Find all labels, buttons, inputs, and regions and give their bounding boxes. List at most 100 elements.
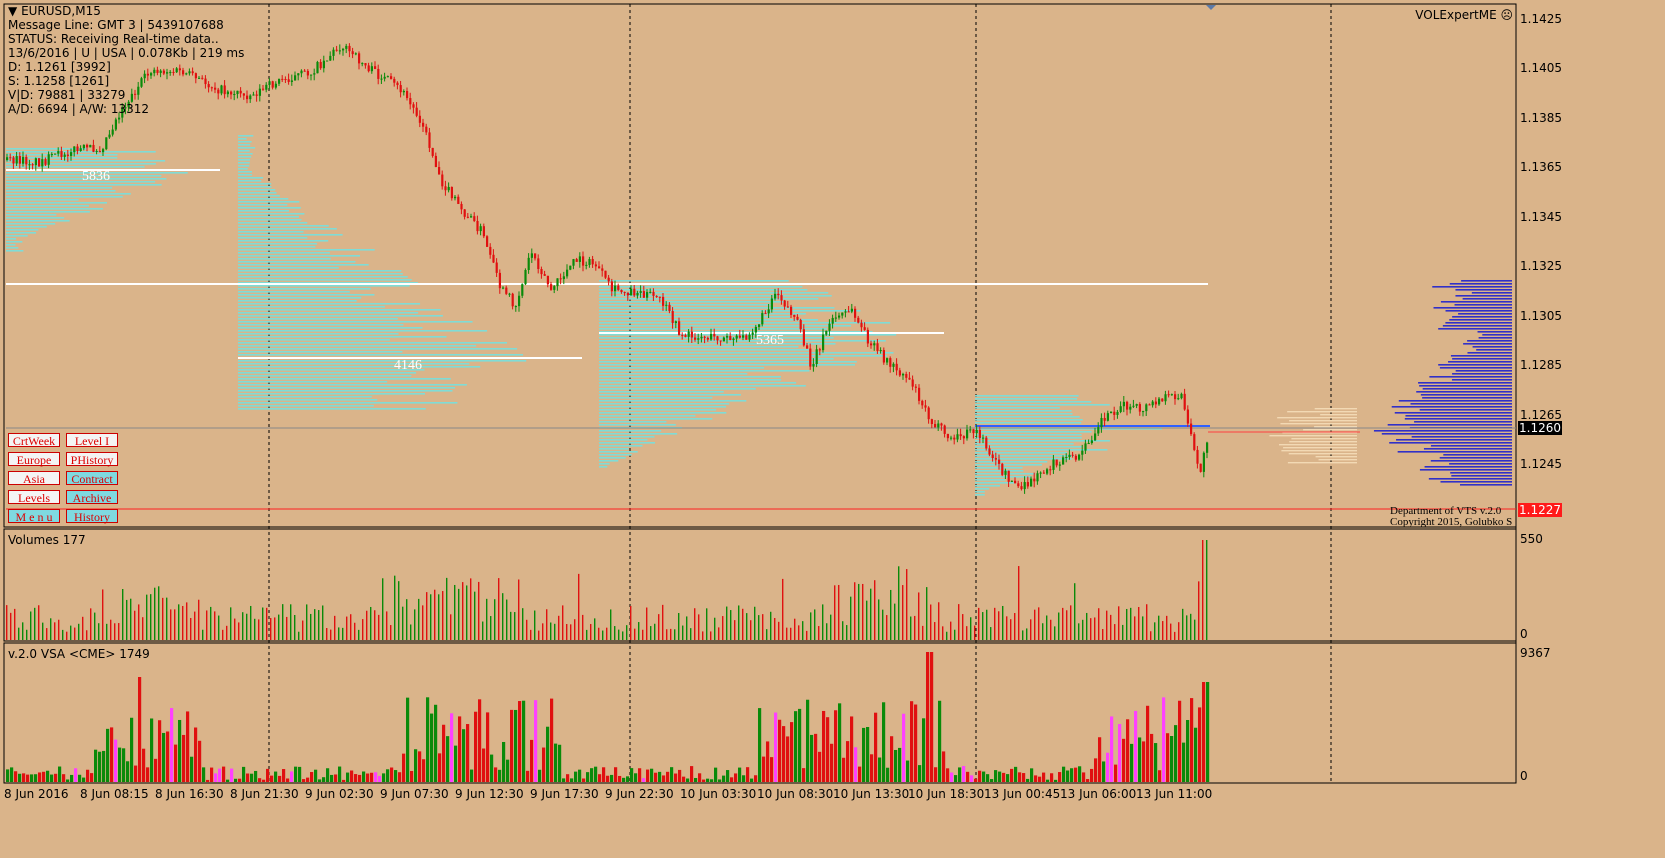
chart-header: ▼ EURUSD,M15 Message Line: GMT 3 | 54391…: [8, 4, 244, 116]
vsa-bar: [998, 771, 1002, 782]
candle-body: [447, 186, 450, 191]
volume-profile-bar: [599, 322, 891, 324]
btn-levels[interactable]: Levels: [8, 490, 60, 505]
candle-body: [745, 335, 748, 340]
volume-bar: [322, 605, 324, 640]
volume-bar: [778, 621, 780, 640]
btn-history[interactable]: History: [66, 509, 118, 524]
candle-body: [1158, 398, 1161, 405]
vsa-bar: [50, 774, 54, 782]
vsa-bar: [1166, 733, 1170, 782]
date-tick: 13 Jun 00:45: [984, 787, 1061, 801]
collapse-triangle-icon[interactable]: ▼: [8, 4, 18, 18]
right-volume-profile-bar: [1452, 316, 1512, 318]
vsa-bar: [810, 734, 814, 782]
candle-body: [73, 146, 76, 153]
volume-profile-bar: [238, 252, 330, 254]
vsa-bar: [418, 751, 422, 782]
candle-body: [1007, 470, 1010, 482]
volume-bar: [874, 580, 876, 640]
vsa-bar: [1010, 768, 1014, 782]
volume-profile-bar: [238, 222, 308, 224]
volume-profile-bar: [6, 172, 188, 174]
candle-body: [514, 306, 517, 308]
volume-bar: [70, 625, 72, 640]
btn-archive[interactable]: Archive: [66, 490, 118, 505]
btn-phistory[interactable]: PHistory: [66, 452, 118, 467]
right-volume-profile-bar: [1405, 415, 1512, 417]
candle-body: [217, 89, 220, 94]
volume-profile-bar: [975, 464, 1042, 466]
volume-profile-bar: [6, 181, 156, 183]
date-tick: 10 Jun 13:30: [833, 787, 910, 801]
volume-profile-bar: [6, 193, 131, 195]
btn-contract[interactable]: Contract: [66, 471, 118, 486]
vsa-bar: [610, 774, 614, 782]
vsa-bar: [134, 765, 138, 782]
vsa-bar: [210, 767, 214, 782]
candle-body: [1148, 404, 1151, 406]
volume-profile-bar: [238, 147, 256, 149]
volume-profile-bar: [975, 443, 1074, 445]
candle-body: [473, 216, 476, 221]
volume-profile-bar: [238, 204, 288, 206]
candle-body: [76, 146, 79, 152]
volume-bar: [446, 577, 448, 640]
candle-body: [1116, 411, 1119, 415]
vsa-bar: [26, 774, 30, 782]
volume-bar: [730, 610, 732, 640]
expert-advisor-label[interactable]: VOLExpertME ☹: [1415, 8, 1513, 22]
volume-bar: [162, 597, 164, 640]
volume-bar: [62, 629, 64, 640]
vsa-bar: [686, 778, 690, 782]
candle-body: [802, 329, 805, 346]
volume-bar: [754, 606, 756, 640]
volume-bar: [806, 630, 808, 640]
candle-body: [12, 157, 15, 164]
vsa-bar: [538, 769, 542, 782]
volume-bar: [414, 609, 416, 640]
btn-asia[interactable]: Asia: [8, 471, 60, 486]
candle-body: [207, 84, 210, 88]
candle-body: [508, 293, 511, 295]
volume-profile-bar: [238, 333, 399, 335]
candle-body: [818, 349, 821, 351]
vsa-bar: [1198, 707, 1202, 782]
candle-body: [1078, 454, 1081, 460]
volume-profile-bar: [599, 439, 648, 441]
btn-level-1[interactable]: Level I: [66, 433, 118, 448]
right-volume-profile-bar: [1449, 319, 1512, 321]
candle-body: [41, 159, 44, 167]
candle-body: [1132, 405, 1135, 407]
vsa-bar: [182, 734, 186, 782]
vsa-bar: [758, 708, 762, 782]
candle-body: [358, 53, 361, 64]
forecast-profile-bar: [1281, 450, 1357, 452]
volume-profile-bar: [238, 159, 251, 161]
volume-bar: [1006, 616, 1008, 640]
btn-menu[interactable]: M e n u: [8, 509, 60, 524]
volume-bar: [962, 614, 964, 640]
volume-bar: [1078, 623, 1080, 640]
candle-body: [1206, 442, 1209, 453]
volume-profile-bar: [6, 196, 123, 198]
candle-body: [1074, 455, 1077, 460]
vsa-bar: [458, 716, 462, 782]
volume-bar: [666, 629, 668, 640]
btn-europe[interactable]: Europe: [8, 452, 60, 467]
candle-body: [390, 76, 393, 79]
vsa-bar: [874, 712, 878, 782]
volume-profile-bar: [238, 327, 423, 329]
candle-body: [495, 262, 498, 273]
volume-profile-bar: [599, 340, 886, 342]
btn-crtweek[interactable]: CrtWeek: [8, 433, 60, 448]
volume-bar: [886, 615, 888, 640]
candle-body: [22, 156, 25, 164]
candle-body: [258, 88, 261, 96]
candle-body: [633, 288, 636, 296]
volume-bar: [606, 627, 608, 640]
price-tick: 1.1305: [1520, 309, 1562, 323]
volume-bar: [590, 623, 592, 640]
volume-profile-bar: [975, 458, 1072, 460]
